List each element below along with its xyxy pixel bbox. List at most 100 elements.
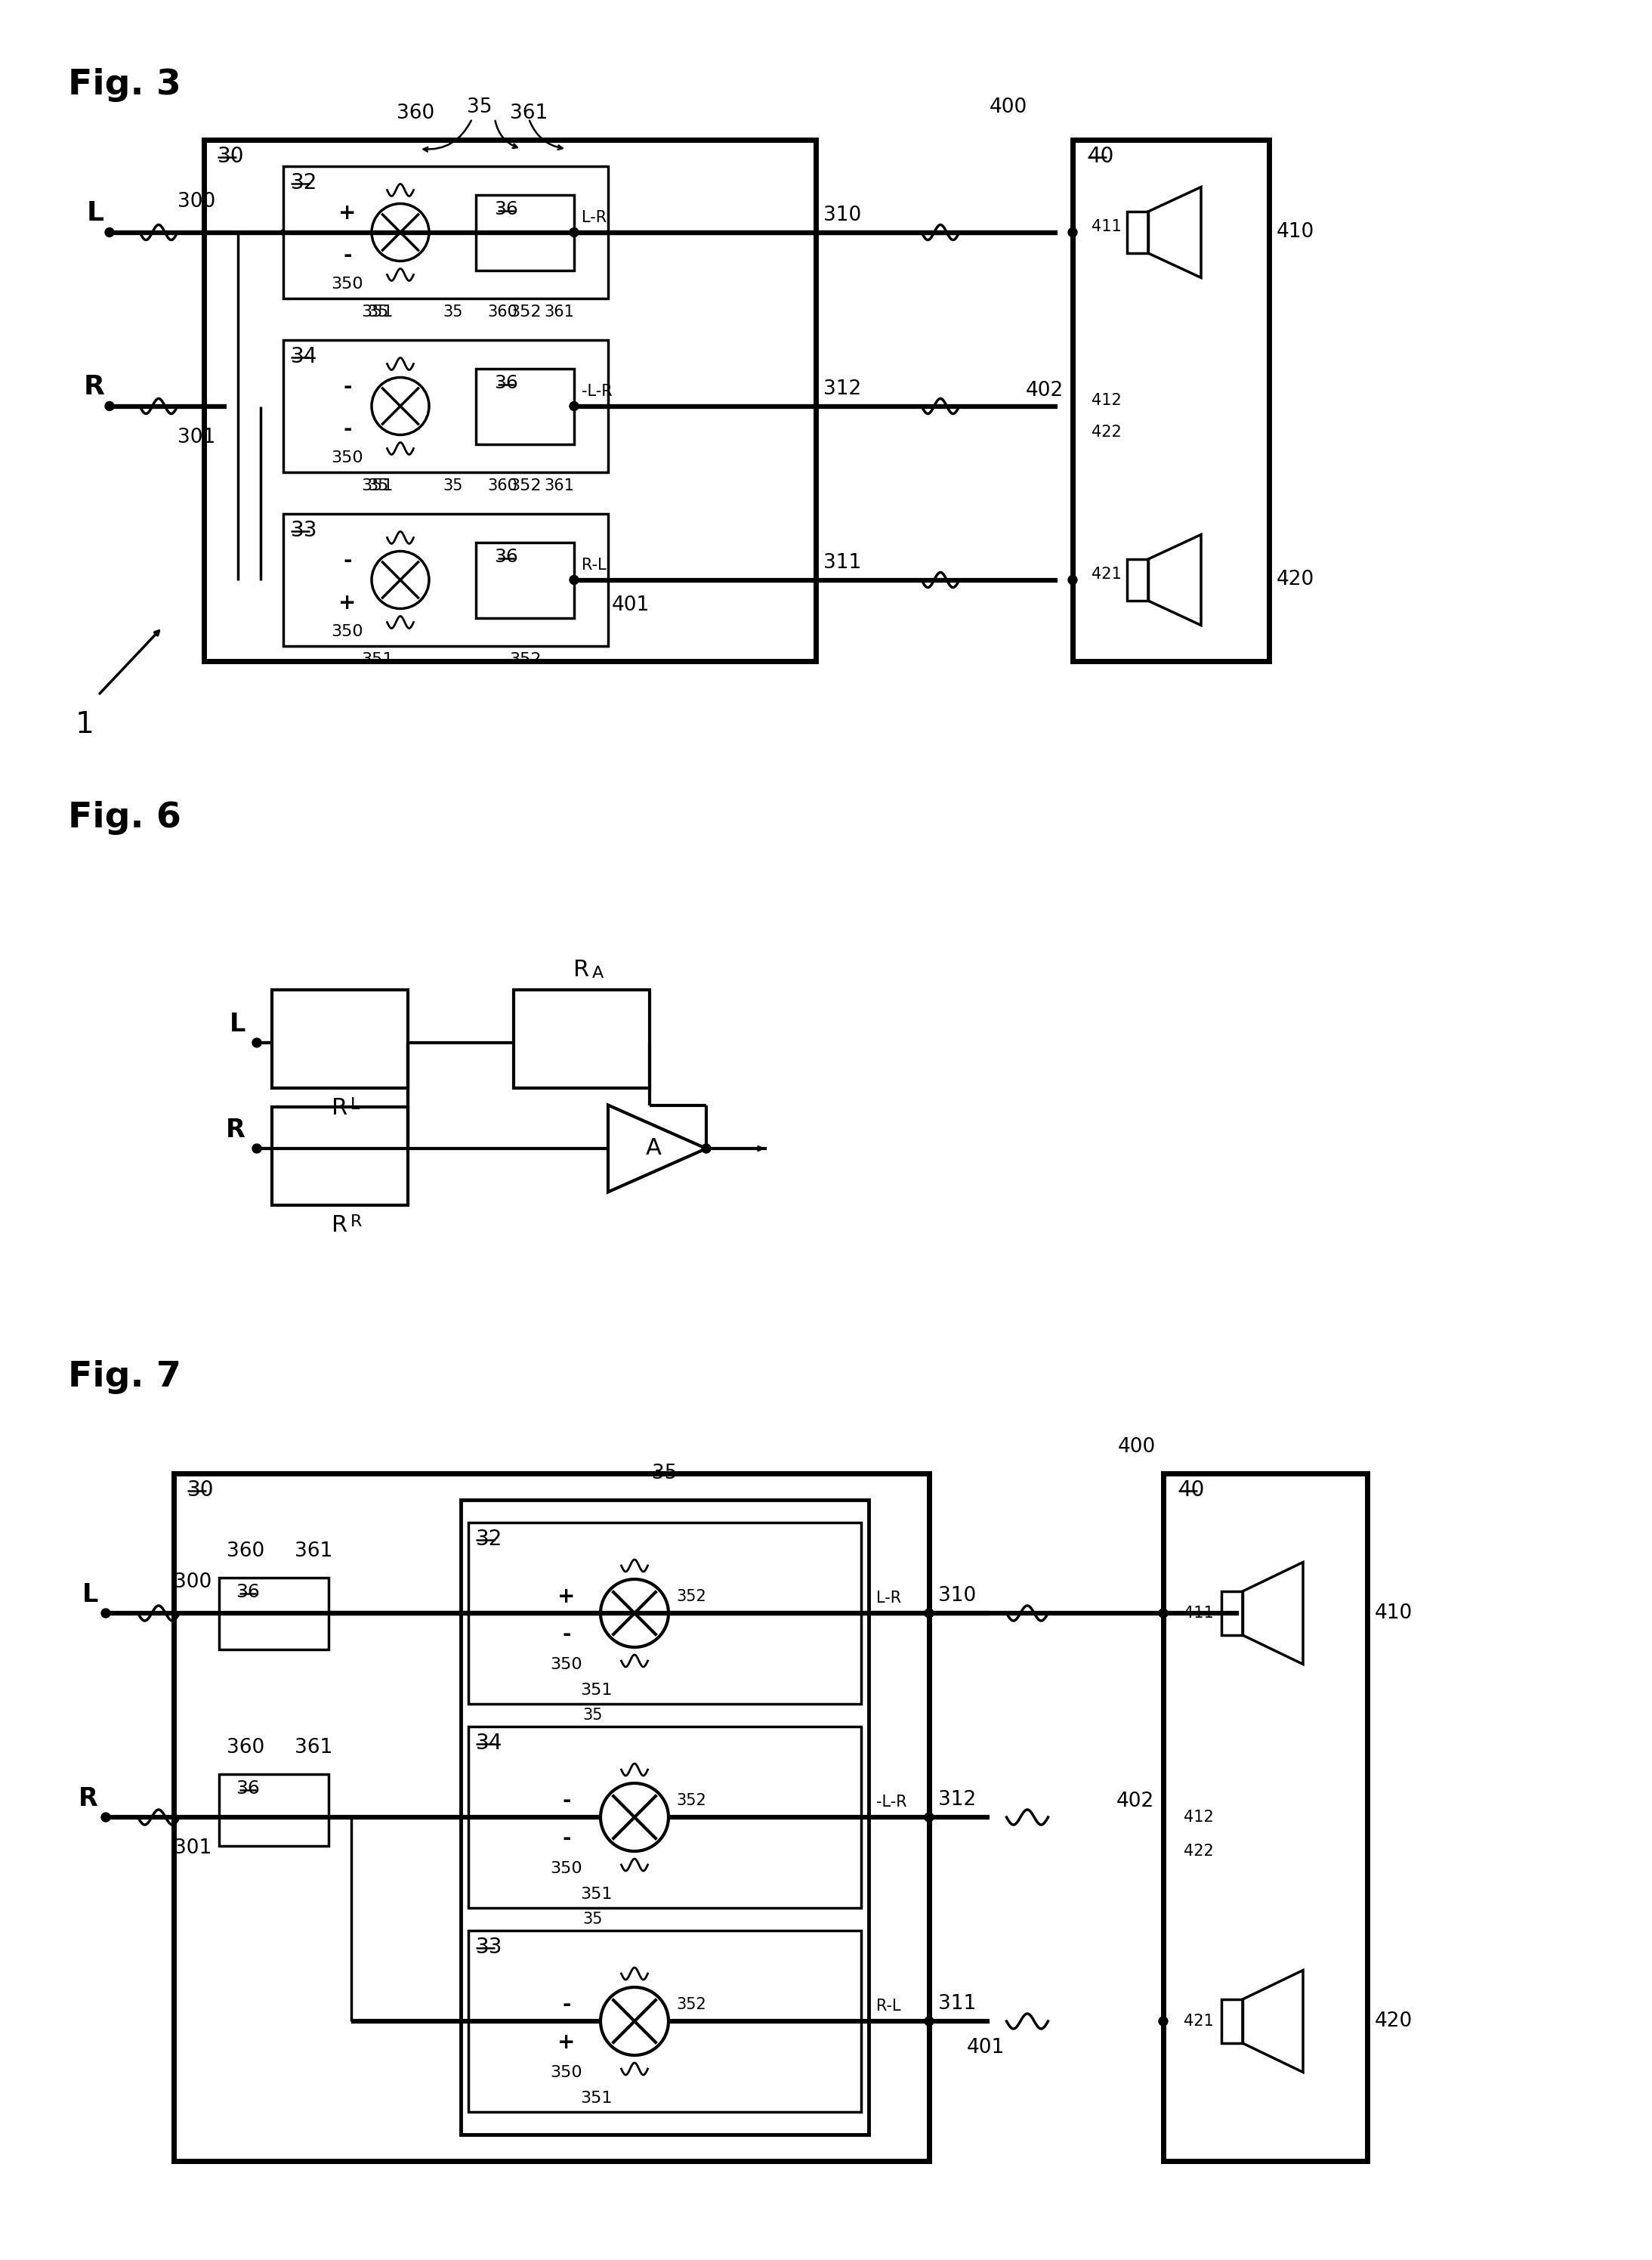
Text: 351: 351: [582, 2090, 613, 2106]
Text: 1: 1: [76, 710, 94, 739]
Text: 352: 352: [676, 1998, 705, 2011]
Text: 36: 36: [494, 201, 519, 219]
Text: -: -: [562, 1790, 572, 1810]
Text: 401: 401: [966, 2039, 1004, 2057]
Bar: [468, 1727, 861, 1907]
Bar: [468, 1930, 861, 2111]
Text: 35: 35: [367, 479, 388, 493]
Text: 361: 361: [510, 104, 548, 122]
Text: 36: 36: [236, 1584, 259, 1602]
Text: 402: 402: [1117, 1792, 1155, 1810]
Text: 36: 36: [494, 549, 519, 567]
Text: 35: 35: [367, 305, 388, 319]
Text: -: -: [344, 418, 352, 438]
Text: L-R: L-R: [582, 210, 606, 224]
Text: 30: 30: [218, 147, 244, 167]
Bar: [1221, 1591, 1242, 1636]
Bar: [1127, 558, 1148, 601]
Text: 421: 421: [1092, 567, 1122, 581]
Bar: [476, 194, 575, 271]
Text: R: R: [83, 375, 104, 400]
Text: -L-R: -L-R: [876, 1794, 907, 1810]
Text: R: R: [226, 1116, 246, 1144]
Text: 412: 412: [1184, 1810, 1214, 1824]
Text: 35: 35: [468, 97, 492, 118]
Text: 300: 300: [177, 192, 215, 210]
Text: 300: 300: [173, 1573, 211, 1591]
Text: 350: 350: [332, 276, 363, 292]
Text: L: L: [83, 1582, 97, 1607]
Text: 311: 311: [823, 554, 861, 572]
Text: 360: 360: [226, 1738, 264, 1756]
Text: -L-R: -L-R: [582, 384, 613, 398]
Text: 35: 35: [653, 1464, 677, 1483]
Text: 350: 350: [550, 2066, 583, 2079]
Text: 35: 35: [443, 305, 463, 319]
Text: 32: 32: [476, 1528, 502, 1550]
Bar: [173, 1474, 928, 2161]
Text: 421: 421: [1184, 2014, 1214, 2029]
Text: -: -: [562, 1993, 572, 2016]
Text: 35: 35: [583, 1912, 603, 1928]
Text: -: -: [344, 551, 352, 572]
Text: -: -: [562, 1623, 572, 1645]
Circle shape: [1069, 228, 1077, 237]
Text: 411: 411: [1092, 219, 1122, 233]
Text: 301: 301: [173, 1837, 211, 1858]
Text: -: -: [344, 377, 352, 398]
Text: 361: 361: [294, 1738, 332, 1756]
Bar: [476, 542, 575, 617]
Text: 352: 352: [509, 653, 542, 667]
Text: 34: 34: [291, 346, 317, 366]
Bar: [468, 1523, 861, 1704]
Text: 351: 351: [362, 653, 393, 667]
Text: A: A: [646, 1137, 661, 1159]
Text: 361: 361: [544, 305, 573, 319]
Text: 350: 350: [550, 1860, 583, 1876]
Text: 351: 351: [582, 1887, 613, 1903]
Circle shape: [253, 1144, 261, 1153]
Text: R: R: [332, 1214, 349, 1236]
Text: 400: 400: [1118, 1437, 1156, 1458]
Text: 312: 312: [938, 1790, 976, 1810]
Bar: [282, 339, 608, 472]
Text: 360: 360: [396, 104, 434, 122]
Text: 40: 40: [1087, 147, 1115, 167]
Text: -: -: [344, 244, 352, 267]
Circle shape: [570, 402, 578, 411]
Text: 402: 402: [1026, 380, 1064, 400]
Text: 400: 400: [990, 97, 1028, 118]
Text: R: R: [350, 1214, 362, 1229]
Circle shape: [925, 1609, 933, 1618]
Text: 352: 352: [509, 305, 542, 319]
Bar: [476, 368, 575, 443]
Text: R: R: [79, 1785, 97, 1810]
Text: 33: 33: [476, 1937, 502, 1957]
Bar: [1221, 2000, 1242, 2043]
Text: +: +: [558, 1587, 575, 1607]
Bar: [1072, 140, 1269, 662]
Bar: [514, 990, 649, 1087]
Text: +: +: [339, 592, 357, 612]
Text: L: L: [88, 201, 104, 226]
Text: 311: 311: [938, 1993, 976, 2014]
Text: 411: 411: [1184, 1605, 1214, 1620]
Text: 420: 420: [1277, 570, 1315, 590]
Circle shape: [702, 1144, 710, 1153]
Circle shape: [1158, 2016, 1168, 2025]
Circle shape: [101, 1813, 111, 1822]
Text: 410: 410: [1277, 221, 1315, 242]
Circle shape: [253, 1037, 261, 1046]
Text: R-L: R-L: [582, 558, 606, 572]
Bar: [273, 990, 408, 1087]
Text: 360: 360: [487, 305, 517, 319]
Text: +: +: [558, 2032, 575, 2052]
Text: 360: 360: [226, 1541, 264, 1562]
Text: 312: 312: [823, 380, 861, 398]
Circle shape: [106, 228, 114, 237]
Text: Fig. 7: Fig. 7: [68, 1361, 182, 1394]
Text: 422: 422: [1092, 425, 1122, 441]
Text: -: -: [562, 1828, 572, 1849]
Text: 350: 350: [332, 450, 363, 466]
Bar: [461, 1501, 869, 2136]
